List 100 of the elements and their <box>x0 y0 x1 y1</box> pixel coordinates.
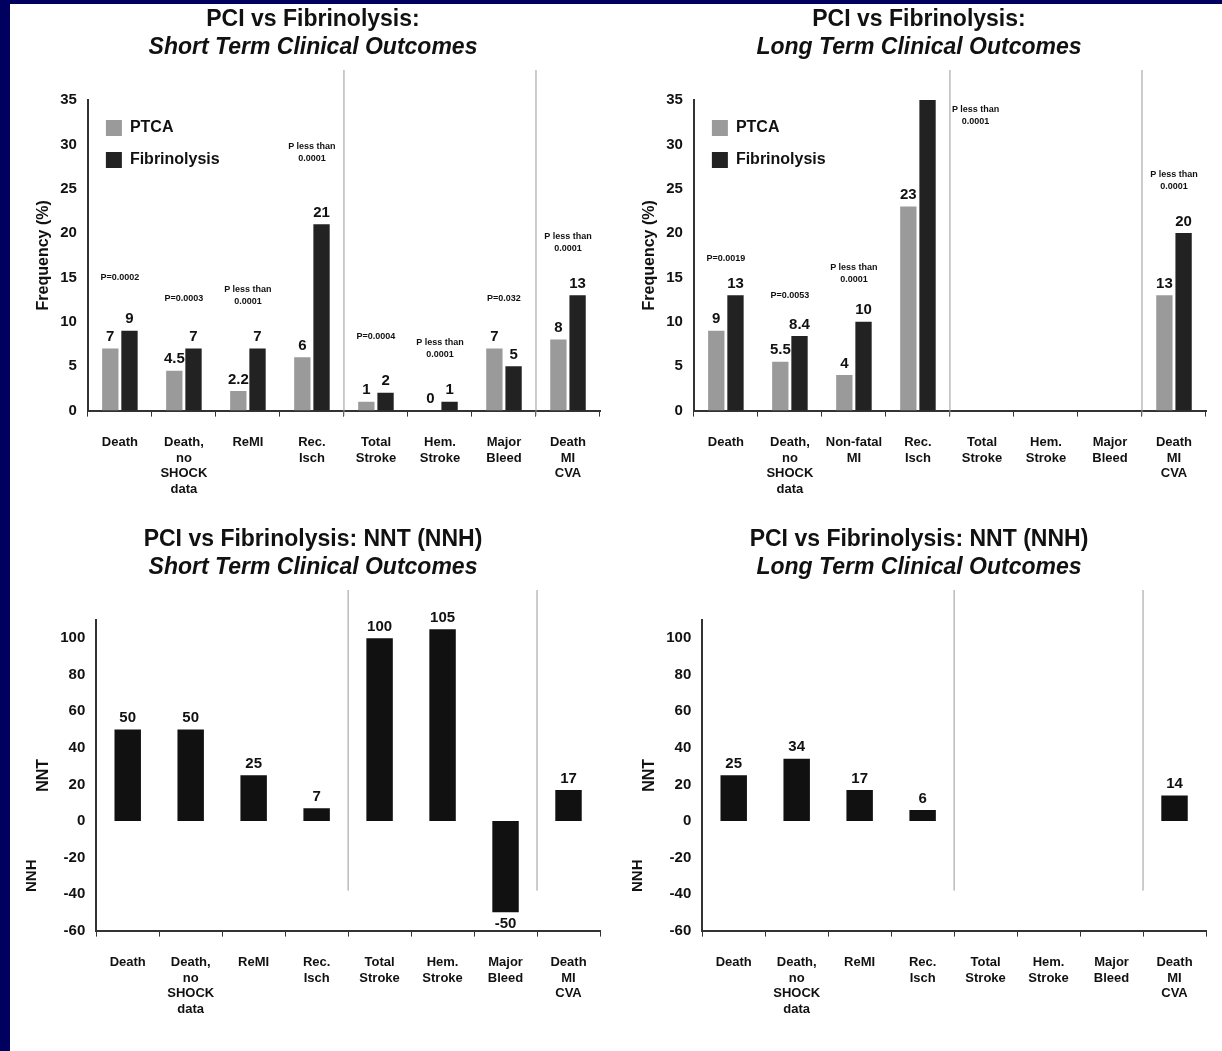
data-label: 0 <box>426 389 435 407</box>
y-tick-label: 25 <box>60 178 77 196</box>
x-tick-label: Death MI CVA <box>1156 953 1193 1001</box>
x-tick-label: Death <box>707 433 745 449</box>
y-tick-label: 40 <box>674 738 692 756</box>
y-tick-label: 5 <box>674 356 683 374</box>
data-label: -50 <box>494 913 517 931</box>
bar <box>294 357 311 411</box>
y-tick-label: 15 <box>60 267 77 285</box>
data-label: 21 <box>313 202 330 220</box>
y-tick-label: 30 <box>60 134 77 152</box>
x-tick-label: Major Bleed <box>486 433 522 465</box>
x-tick-label: Death MI CVA <box>1155 433 1193 481</box>
data-label: 20 <box>1175 211 1192 229</box>
y-tick-label: 0 <box>76 811 86 829</box>
data-label: 25 <box>245 753 262 771</box>
data-label: 9 <box>712 309 721 327</box>
x-tick-label: Death, no SHOCK data <box>766 433 814 496</box>
annotation: P less than 0.0001 <box>288 141 336 164</box>
bar <box>1156 295 1173 411</box>
bar <box>909 810 936 821</box>
data-label: 7 <box>189 327 198 345</box>
x-tick-label: Rec. Isch <box>302 953 331 985</box>
data-label: 17 <box>560 768 577 786</box>
y-axis-title: NNT <box>34 758 52 792</box>
data-label: 17 <box>851 768 868 786</box>
data-label: 50 <box>182 708 200 726</box>
bar <box>166 370 183 411</box>
y-tick-label: 40 <box>68 738 86 756</box>
data-label: 23 <box>899 185 917 203</box>
legend-label: PTCA <box>735 118 780 136</box>
bar <box>569 295 586 411</box>
y-tick-label: 5 <box>68 356 77 374</box>
bar <box>366 638 393 821</box>
data-label: 1 <box>445 380 454 398</box>
bar <box>708 330 725 411</box>
bar <box>249 348 266 411</box>
bar <box>114 729 141 821</box>
bar <box>1161 795 1188 821</box>
chart-subtitle: Long Term Clinical Outcomes <box>755 32 1083 60</box>
y-tick-label: -20 <box>63 847 86 865</box>
annotation: P less than 0.0001 <box>544 231 592 254</box>
bar <box>230 391 247 411</box>
y-tick-label: 80 <box>674 664 692 682</box>
bar <box>441 401 458 411</box>
bar <box>836 375 853 411</box>
chart-subtitle: Short Term Clinical Outcomes <box>147 552 479 580</box>
annotation: P less than 0.0001 <box>1150 169 1198 192</box>
x-tick-label: Total Stroke <box>965 953 1006 985</box>
y-axis-title: Frequency (%) <box>640 200 658 311</box>
x-tick-label: Death <box>109 953 146 969</box>
chart-subtitle: Short Term Clinical Outcomes <box>147 32 479 60</box>
data-label: 9 <box>125 309 134 327</box>
bar <box>303 808 330 821</box>
bar <box>555 789 582 821</box>
bar <box>358 401 375 411</box>
data-label: 4 <box>840 353 850 371</box>
x-tick-label: Death, no SHOCK data <box>773 953 821 1016</box>
bar <box>492 820 519 913</box>
bar <box>855 321 872 411</box>
x-tick-label: Non-fatal MI <box>825 433 883 465</box>
y-tick-label: -40 <box>63 884 86 902</box>
y-tick-label: 35 <box>60 90 77 108</box>
data-label: 100 <box>367 616 393 634</box>
data-label: 2.2 <box>227 369 249 387</box>
x-tick-label: ReMI <box>232 433 264 449</box>
bar <box>429 629 456 821</box>
data-label: 7 <box>253 327 262 345</box>
data-label: 7 <box>490 327 499 345</box>
data-label: 13 <box>569 273 586 291</box>
y-tick-label: -60 <box>669 920 692 938</box>
bar <box>550 339 567 411</box>
text: NNH <box>628 859 646 893</box>
bar <box>102 348 119 411</box>
data-label: 5.5 <box>769 340 791 358</box>
data-label: 34 <box>788 737 806 755</box>
data-label: 105 <box>430 607 456 625</box>
data-label: 7 <box>312 786 321 804</box>
data-label: 2 <box>381 371 390 389</box>
bar <box>783 758 810 821</box>
bar <box>1175 233 1192 411</box>
data-label: 1 <box>362 380 371 398</box>
bar <box>185 348 202 411</box>
y-tick-label: -40 <box>669 884 692 902</box>
x-tick-label: Death <box>715 953 752 969</box>
data-label: 50 <box>119 708 137 726</box>
legend-label: Fibrinolysis <box>735 150 826 168</box>
x-tick-label: Major Bleed <box>1092 433 1128 465</box>
y-tick-label: 0 <box>68 400 77 418</box>
bar <box>791 336 808 411</box>
bar <box>377 392 394 411</box>
annotation: P=0.0053 <box>770 290 810 301</box>
y-tick-label: 20 <box>674 774 692 792</box>
text: NNH <box>22 859 40 893</box>
data-label: 6 <box>918 788 927 806</box>
y-tick-label: 20 <box>68 774 86 792</box>
x-tick-label: Rec. Isch <box>908 953 937 985</box>
x-tick-label: Hem. Stroke <box>1028 953 1069 985</box>
bar <box>720 775 747 821</box>
annotation: P less than 0.0001 <box>224 284 272 307</box>
